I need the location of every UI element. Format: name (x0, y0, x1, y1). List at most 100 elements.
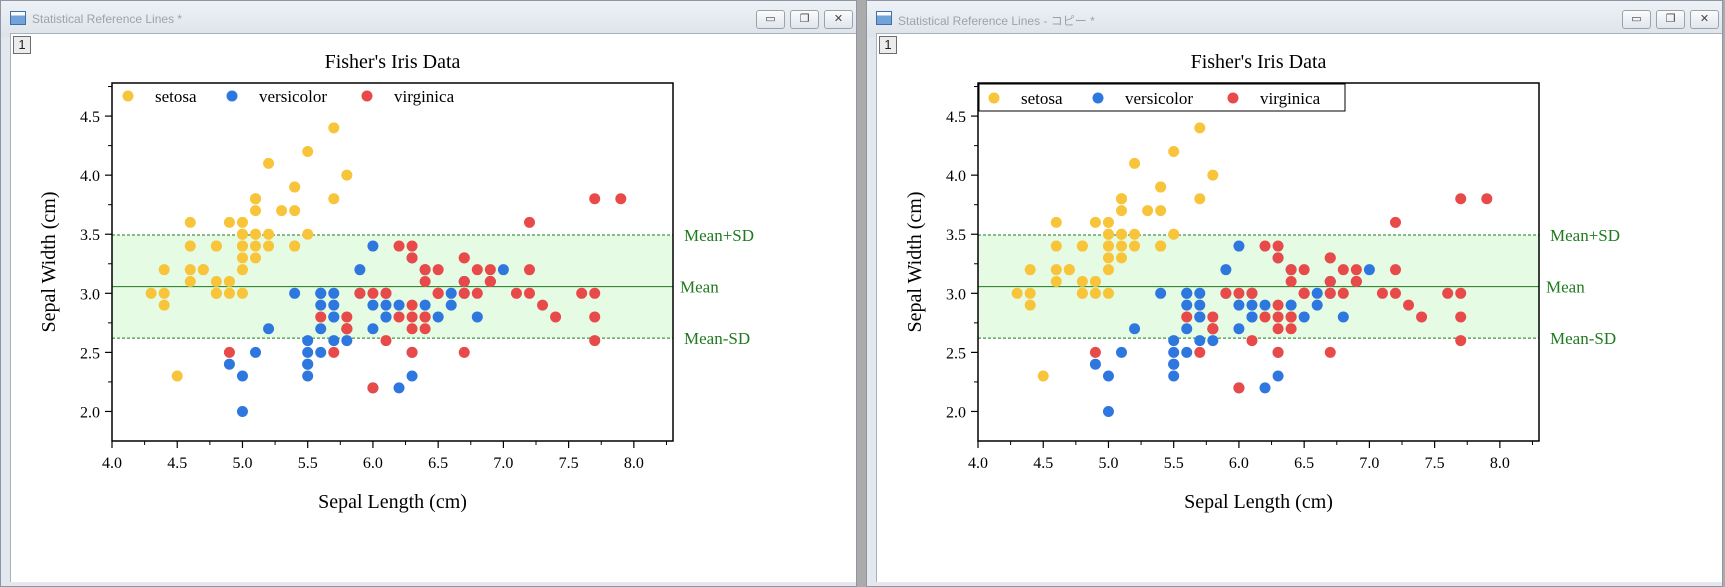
data-point-setosa (184, 240, 196, 252)
minimize-button[interactable]: ▭ (756, 10, 785, 29)
data-point-setosa (236, 240, 248, 252)
window-right: Statistical Reference Lines - コピー * ▭ ❐ … (866, 0, 1723, 587)
data-point-virginica (432, 287, 444, 299)
title-bar[interactable]: Statistical Reference Lines - コピー * ▭ ❐ … (867, 1, 1722, 37)
data-point-virginica (1376, 287, 1388, 299)
data-point-versicolor (1259, 382, 1271, 394)
data-point-setosa (158, 264, 170, 276)
window-divider (857, 0, 865, 587)
data-point-setosa (236, 216, 248, 228)
legend-box (978, 83, 1346, 112)
data-point-virginica (1324, 275, 1336, 287)
graph-window-icon (876, 11, 892, 25)
data-point-virginica (328, 346, 340, 358)
data-point-setosa (263, 228, 275, 240)
data-point-setosa (328, 193, 340, 205)
close-button[interactable]: ✕ (824, 10, 853, 29)
restore-button[interactable]: ❐ (1656, 10, 1685, 29)
mean-label: Mean (680, 278, 719, 297)
data-point-setosa (223, 275, 235, 287)
legend-marker-setosa (122, 90, 134, 102)
data-point-setosa (236, 264, 248, 276)
x-axis-label: Sepal Length (cm) (1184, 491, 1333, 513)
data-point-setosa (250, 240, 262, 252)
data-point-versicolor (315, 346, 327, 358)
x-tick-label: 6.5 (428, 455, 448, 472)
y-tick-label: 4.0 (80, 168, 100, 185)
scatter-chart[interactable]: Mean+SD Mean Mean-SD 4.0 4.5 5.0 5.5 6.0 6.5 7.0 7… (877, 34, 1723, 583)
data-point-versicolor (380, 299, 392, 311)
data-point-setosa (1102, 287, 1114, 299)
data-point-versicolor (302, 370, 314, 382)
data-point-virginica (1272, 346, 1284, 358)
data-point-versicolor (1220, 264, 1232, 276)
y-tick-label: 2.5 (80, 345, 100, 362)
data-point-setosa (289, 205, 301, 217)
y-tick-label: 3.5 (946, 227, 966, 244)
data-point-virginica (589, 335, 601, 347)
data-point-versicolor (445, 299, 457, 311)
data-point-versicolor (1168, 335, 1180, 347)
scatter-chart[interactable]: Mean+SD Mean Mean-SD 4.0 4.5 5.0 5.5 6.0 6.5 7.0 7… (11, 34, 857, 583)
data-point-virginica (537, 299, 549, 311)
data-point-setosa (158, 287, 170, 299)
data-point-setosa (1129, 157, 1141, 169)
data-point-virginica (1389, 216, 1401, 228)
data-point-virginica (393, 311, 405, 323)
data-point-virginica (1272, 252, 1284, 264)
data-point-setosa (1116, 228, 1128, 240)
data-point-virginica (484, 264, 496, 276)
data-point-setosa (289, 240, 301, 252)
data-point-virginica (1207, 323, 1219, 335)
data-point-setosa (1076, 287, 1088, 299)
data-point-setosa (1089, 287, 1101, 299)
data-point-setosa (184, 216, 196, 228)
data-point-virginica (1455, 287, 1467, 299)
data-point-versicolor (328, 287, 340, 299)
data-point-setosa (1142, 205, 1154, 217)
data-point-virginica (1285, 275, 1297, 287)
data-point-versicolor (419, 299, 431, 311)
data-point-virginica (380, 287, 392, 299)
legend-label-setosa: setosa (155, 87, 197, 106)
data-point-virginica (1259, 240, 1271, 252)
data-point-virginica (341, 323, 353, 335)
layer-tab[interactable]: 1 (13, 36, 31, 54)
data-point-virginica (458, 275, 470, 287)
data-point-virginica (1455, 311, 1467, 323)
data-point-setosa (1011, 287, 1023, 299)
legend-label-versicolor: versicolor (259, 87, 327, 106)
data-point-versicolor (1298, 311, 1310, 323)
data-point-virginica (406, 311, 418, 323)
data-point-setosa (1155, 205, 1167, 217)
data-point-versicolor (471, 311, 483, 323)
data-point-versicolor (1181, 323, 1193, 335)
graph-page[interactable]: 1 Mean+SD Mean Mean-SD 4.0 4.5 5.0 5.5 6.0 6.5 7.… (876, 33, 1722, 582)
data-point-versicolor (236, 405, 248, 417)
title-bar[interactable]: Statistical Reference Lines * ▭ ❐ ✕ (1, 1, 856, 37)
data-point-setosa (1116, 193, 1128, 205)
data-point-versicolor (1181, 287, 1193, 299)
data-point-virginica (1350, 275, 1362, 287)
restore-button[interactable]: ❐ (790, 10, 819, 29)
data-point-virginica (406, 240, 418, 252)
data-point-virginica (523, 216, 535, 228)
y-tick-label: 3.0 (946, 286, 966, 303)
close-button[interactable]: ✕ (1690, 10, 1719, 29)
data-point-virginica (1481, 193, 1493, 205)
graph-page[interactable]: 1 Mean+SD Mean Mean-SD 4.0 4.5 5.0 5.5 6.0 6.5 7.… (10, 33, 856, 582)
minimize-button[interactable]: ▭ (1622, 10, 1651, 29)
data-point-virginica (1285, 311, 1297, 323)
data-point-versicolor (328, 311, 340, 323)
data-point-virginica (1272, 240, 1284, 252)
data-point-virginica (419, 311, 431, 323)
data-point-setosa (184, 264, 196, 276)
data-point-setosa (1076, 275, 1088, 287)
layer-tab[interactable]: 1 (879, 36, 897, 54)
legend-marker-virginica (1227, 92, 1239, 104)
data-point-setosa (1050, 216, 1062, 228)
data-point-versicolor (1285, 299, 1297, 311)
y-tick-label: 4.5 (80, 109, 100, 126)
y-tick-label: 2.0 (80, 404, 100, 421)
data-point-virginica (1324, 252, 1336, 264)
